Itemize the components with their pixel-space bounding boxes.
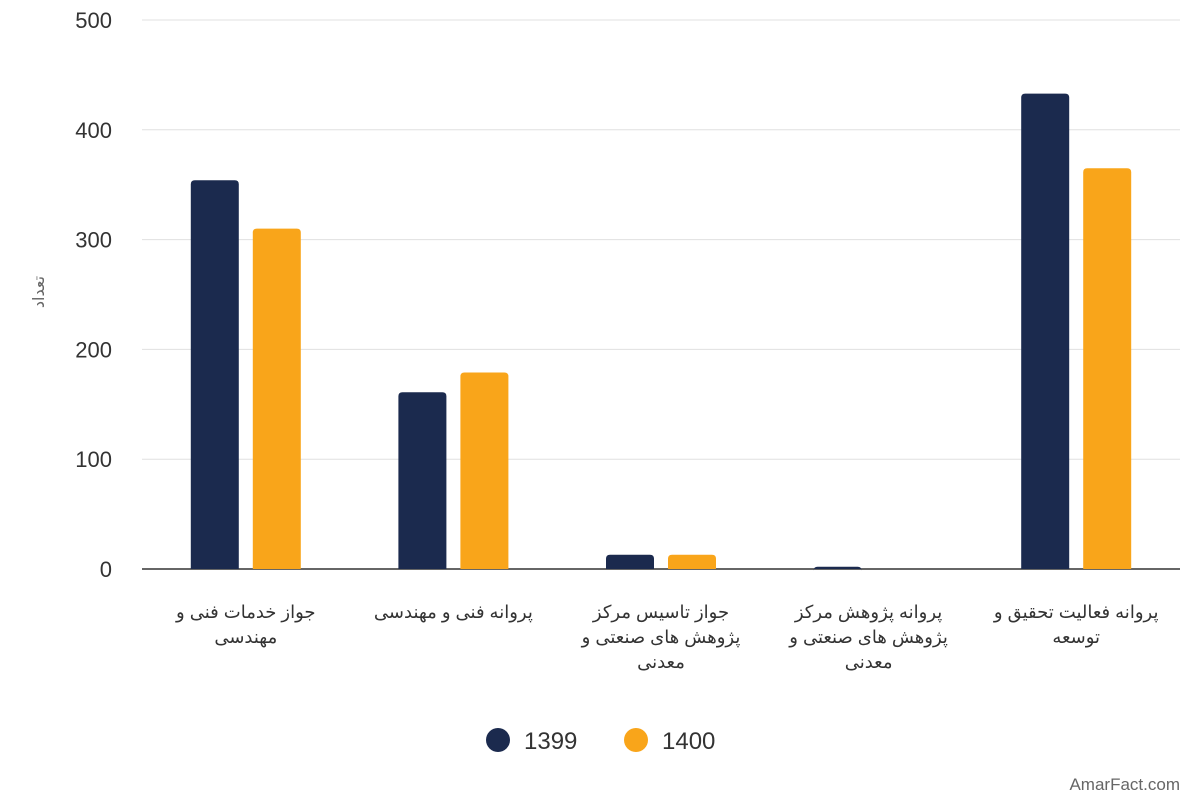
x-category-label: معدنی (845, 652, 893, 672)
bars (190, 93, 1132, 571)
y-tick-label: 400 (75, 118, 112, 143)
y-tick-label: 0 (100, 557, 112, 582)
y-tick-label: 500 (75, 8, 112, 33)
bar-1400-0 (252, 228, 301, 569)
x-category-label: پروانه فعالیت تحقیق و (993, 602, 1159, 623)
x-category-label: پروانه فنی و مهندسی (374, 602, 533, 623)
bar-1399-4 (1021, 93, 1070, 569)
x-category-label: جواز تاسیس مرکز (592, 602, 729, 623)
x-category-label: جواز خدمات فنی و (175, 602, 316, 623)
x-category-label: توسعه (1052, 627, 1100, 648)
x-axis-categories: جواز خدمات فنی و مهندسی پروانه فنی و مهندس… (175, 602, 1158, 672)
x-category-label: مهندسی (214, 627, 277, 648)
bar-1399-1 (398, 392, 447, 569)
x-category-label: پژوهش های صنعتی و (788, 627, 948, 648)
x-category-label: پژوهش های صنعتی و (581, 627, 741, 648)
legend-marker-1400 (624, 728, 648, 752)
bar-1399-0 (190, 180, 239, 570)
bar-1400-4 (1083, 168, 1132, 570)
legend-label-1399: 1399 (524, 728, 577, 755)
y-tick-label: 100 (75, 447, 112, 472)
bar-1399-2 (606, 554, 654, 569)
y-tick-label: 200 (75, 337, 112, 362)
y-axis-ticks: 0 100 200 300 400 500 (75, 8, 112, 582)
grid-lines (142, 19, 1180, 570)
legend-label-1400: 1400 (662, 728, 715, 755)
watermark: AmarFact.com (1069, 775, 1180, 794)
legend-marker-1399 (486, 728, 510, 752)
y-tick-label: 300 (75, 228, 112, 253)
bar-1400-1 (460, 372, 509, 569)
legend: 1399 1400 (486, 728, 715, 755)
y-axis-title: تعداد (31, 276, 48, 308)
bar-1399-3 (813, 566, 862, 571)
bar-1400-2 (668, 554, 716, 569)
x-category-label: معدنی (637, 652, 685, 672)
x-category-label: پروانه پژوهش مرکز (794, 602, 942, 623)
